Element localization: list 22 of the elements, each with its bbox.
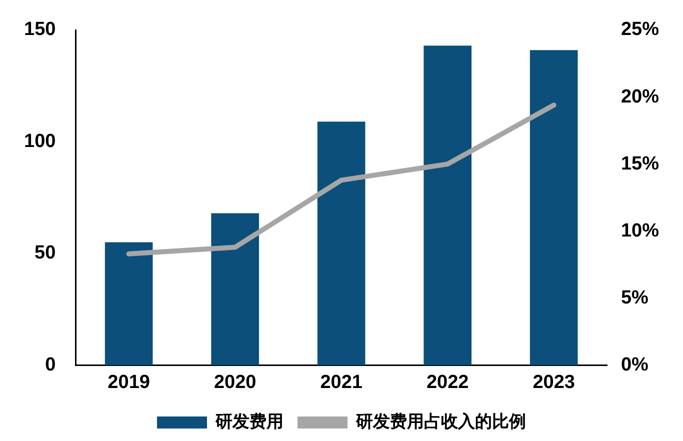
bar: [530, 50, 578, 366]
x-tick-label: 2021: [320, 372, 363, 393]
x-tick-label: 2019: [108, 372, 150, 393]
y2-tick-label: 5%: [620, 287, 649, 308]
x-tick-label: 2022: [426, 372, 469, 393]
y2-tick-label: 15%: [620, 153, 660, 174]
y2-tick-label: 10%: [620, 220, 660, 242]
bar: [424, 46, 472, 366]
bar: [104, 242, 153, 366]
x-tick-label: 2023: [532, 372, 575, 393]
y-tick-label: 0: [45, 354, 56, 376]
y-tick-label: 100: [24, 130, 56, 152]
y2-tick-label: 0%: [620, 354, 649, 376]
y-tick-label: 50: [34, 242, 56, 264]
y-tick-label: 150: [24, 19, 56, 40]
bar: [317, 122, 366, 366]
y2-tick-label: 20%: [620, 86, 660, 108]
legend-label: 研发费用: [214, 412, 284, 432]
bar: [211, 213, 259, 366]
legend-label: 研发费用占收入的比例: [355, 412, 526, 432]
x-tick-label: 2020: [214, 372, 256, 393]
y2-tick-label: 25%: [620, 19, 660, 40]
